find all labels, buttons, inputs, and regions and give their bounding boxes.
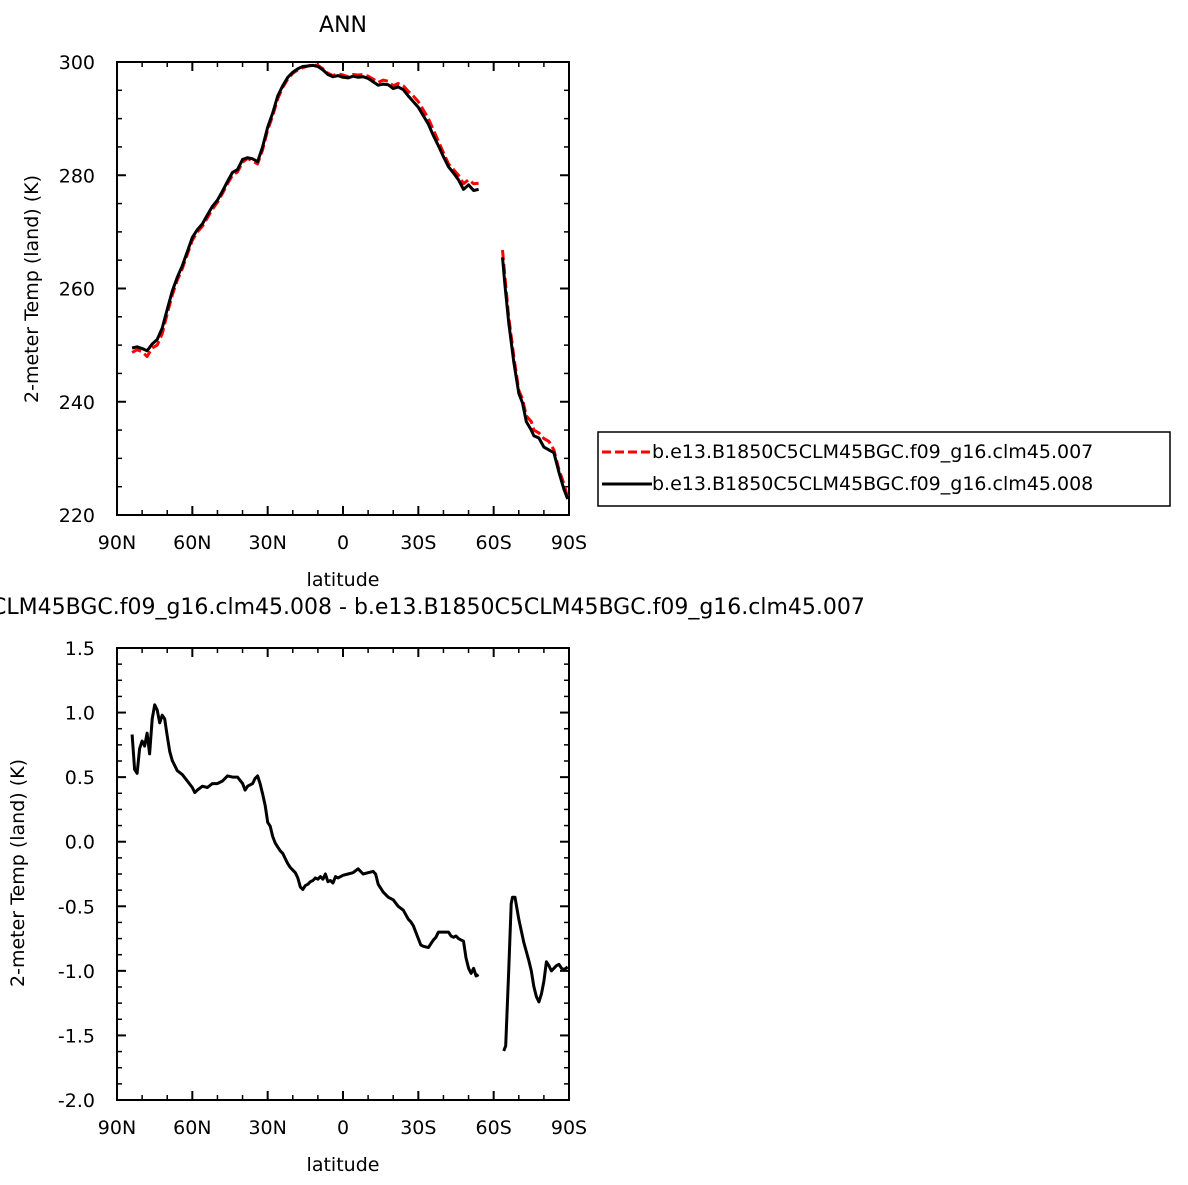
bottom-x-tick-label-5: 60S bbox=[476, 1117, 512, 1139]
top-x-tick-label-4: 30S bbox=[400, 532, 436, 554]
top-x-axis-label: latitude bbox=[307, 569, 380, 591]
bottom-series-0-segment-0 bbox=[130, 703, 480, 978]
bottom-y-tick-label-4: -0.5 bbox=[58, 896, 95, 918]
top-x-tick-label-0: 90N bbox=[98, 532, 136, 554]
bottom-x-tick-label-4: 30S bbox=[400, 1117, 436, 1139]
top-panel-climatology: ANN latitude 2-meter Temp (land) (K) 90N… bbox=[21, 13, 587, 591]
top-series-1-segment-0 bbox=[131, 63, 479, 353]
bottom-x-tick-label-0: 90N bbox=[98, 1117, 136, 1139]
bottom-chart-title: b.e13.B1850C5CLM45BGC.f09_g16.clm45.008 … bbox=[0, 595, 865, 620]
bottom-y-tick-label-7: -2.0 bbox=[58, 1090, 95, 1112]
top-y-tick-label-2: 260 bbox=[59, 279, 95, 301]
top-y-tick-label-0: 300 bbox=[59, 52, 95, 74]
top-y-axis-label: 2-meter Temp (land) (K) bbox=[21, 175, 43, 403]
top-series-0-segment-0 bbox=[131, 63, 479, 358]
top-y-tick-label-3: 240 bbox=[59, 392, 95, 414]
bottom-x-tick-label-6: 90S bbox=[551, 1117, 587, 1139]
bottom-y-tick-label-5: -1.0 bbox=[58, 961, 95, 983]
top-chart-title: ANN bbox=[319, 13, 367, 38]
bottom-series-0-segment-1 bbox=[502, 895, 569, 1052]
bottom-series-lines bbox=[130, 703, 569, 1052]
bottom-y-tick-label-2: 0.5 bbox=[65, 767, 95, 789]
legend: b.e13.B1850C5CLM45BGC.f09_g16.clm45.007 … bbox=[597, 431, 1171, 507]
bottom-x-tick-label-1: 60N bbox=[173, 1117, 211, 1139]
top-series-0-segment-1 bbox=[501, 249, 570, 499]
bottom-y-tick-label-0: 1.5 bbox=[65, 638, 95, 660]
top-x-tick-label-2: 30N bbox=[248, 532, 286, 554]
top-x-tick-label-5: 60S bbox=[476, 532, 512, 554]
bottom-panel-difference: b.e13.B1850C5CLM45BGC.f09_g16.clm45.008 … bbox=[0, 595, 865, 1176]
top-plot-frame bbox=[116, 61, 570, 516]
legend-box bbox=[597, 431, 1171, 507]
bottom-y-tick-label-6: -1.5 bbox=[58, 1025, 95, 1047]
top-x-tick-label-3: 0 bbox=[337, 532, 349, 554]
top-y-tick-label-1: 280 bbox=[59, 165, 95, 187]
top-series-1-segment-1 bbox=[501, 257, 570, 500]
bottom-x-tick-label-3: 0 bbox=[337, 1117, 349, 1139]
top-x-tick-label-6: 90S bbox=[551, 532, 587, 554]
top-x-tick-label-1: 60N bbox=[173, 532, 211, 554]
legend-label-007: b.e13.B1850C5CLM45BGC.f09_g16.clm45.007 bbox=[652, 441, 1093, 463]
bottom-y-tick-label-3: 0.0 bbox=[65, 832, 95, 854]
bottom-x-axis-label: latitude bbox=[307, 1154, 380, 1176]
legend-label-008: b.e13.B1850C5CLM45BGC.f09_g16.clm45.008 bbox=[652, 473, 1093, 495]
bottom-y-tick-label-1: 1.0 bbox=[65, 703, 95, 725]
bottom-axis-ticks: 90N 60N 30N 0 30S 60S 90S 1.5 1.0 0.5 0.0 -0.5 -1.0 -… bbox=[58, 638, 587, 1139]
top-series-lines bbox=[131, 63, 570, 500]
bottom-x-tick-label-2: 30N bbox=[248, 1117, 286, 1139]
bottom-y-axis-label: 2-meter Temp (land) (K) bbox=[7, 759, 29, 987]
top-y-tick-label-4: 220 bbox=[59, 505, 95, 527]
